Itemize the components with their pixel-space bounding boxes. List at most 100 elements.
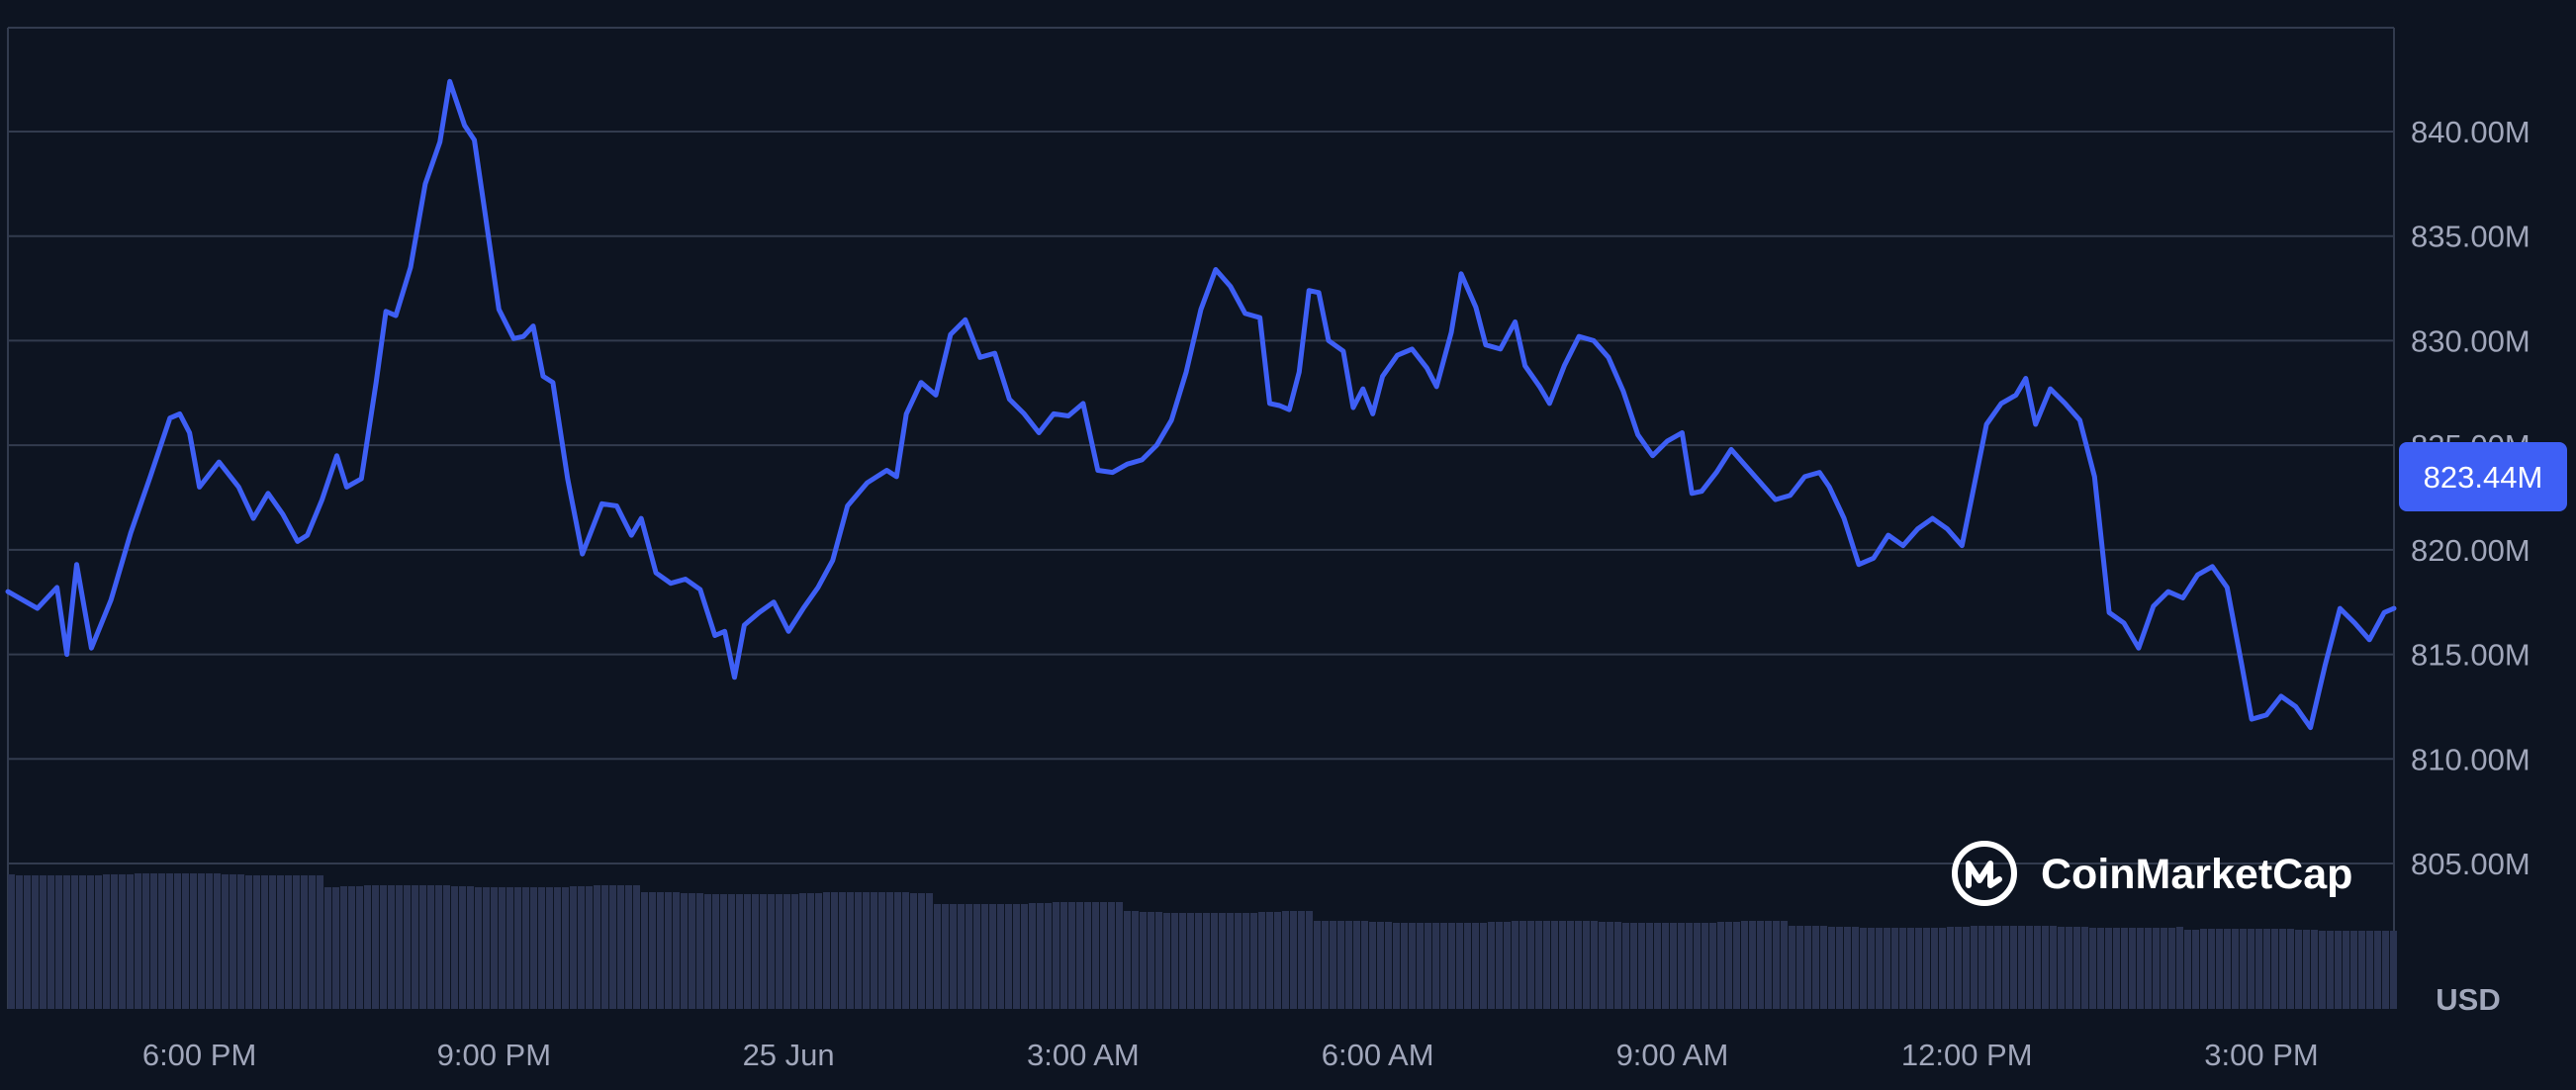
- volume-bar: [483, 887, 490, 1009]
- volume-bar: [1456, 923, 1463, 1009]
- volume-bar: [1124, 911, 1131, 1009]
- volume-bar: [1116, 902, 1123, 1009]
- current-price-label: 823.44M: [2424, 460, 2543, 495]
- volume-bar: [657, 892, 664, 1009]
- volume-bar: [1409, 923, 1416, 1009]
- volume-bar: [293, 875, 300, 1009]
- volume-bar: [301, 875, 308, 1009]
- volume-bar: [2382, 931, 2389, 1009]
- volume-bar: [918, 893, 925, 1009]
- volume-bar: [1013, 904, 1020, 1009]
- volume-bar: [332, 887, 339, 1009]
- volume-bar: [166, 873, 173, 1009]
- volume-bar: [150, 873, 157, 1009]
- volume-bar: [2232, 929, 2239, 1009]
- volume-bar: [1519, 921, 1526, 1009]
- coinmarketcap-logo: CoinMarketCap: [1952, 841, 2352, 906]
- volume-bar: [1852, 927, 1859, 1009]
- volume-bar: [1235, 913, 1242, 1009]
- volume-bar: [1994, 926, 2001, 1009]
- x-tick-label: 25 Jun: [743, 1038, 835, 1072]
- volume-bar: [1361, 921, 1368, 1009]
- volume-bar: [491, 887, 498, 1009]
- volume-bar: [1053, 902, 1059, 1009]
- volume-bar: [2145, 928, 2152, 1009]
- volume-bar: [704, 894, 711, 1009]
- volume-bar: [2287, 929, 2294, 1009]
- volume-bar: [681, 893, 688, 1009]
- y-tick-label: 805.00M: [2411, 847, 2530, 881]
- volume-bar: [522, 887, 529, 1009]
- volume-bar: [1741, 921, 1748, 1009]
- volume-bar: [1654, 923, 1661, 1009]
- volume-bar: [601, 885, 608, 1009]
- volume-bar: [1717, 922, 1724, 1009]
- volume-bar: [973, 904, 980, 1009]
- volume-bar: [1733, 922, 1740, 1009]
- volume-bar: [815, 893, 822, 1009]
- volume-bar: [1163, 913, 1170, 1009]
- y-tick-label: 810.00M: [2411, 742, 2530, 776]
- volume-bar: [966, 904, 972, 1009]
- y-tick-label: 840.00M: [2411, 115, 2530, 149]
- volume-bar: [111, 874, 118, 1009]
- coinmarketcap-logo-icon: [1952, 841, 2017, 906]
- volume-bar: [2073, 927, 2080, 1009]
- volume-bar: [1187, 913, 1194, 1009]
- volume-bar: [783, 894, 790, 1009]
- volume-bar: [2216, 929, 2223, 1009]
- volume-bar: [1282, 911, 1289, 1009]
- x-tick-label: 9:00 PM: [437, 1038, 551, 1072]
- volume-bar: [617, 885, 624, 1009]
- volume-bar: [989, 904, 996, 1009]
- current-price-badge: 823.44M: [2399, 442, 2567, 511]
- volume-bar: [728, 894, 735, 1009]
- volume-bar: [1986, 926, 1993, 1009]
- volume-bar: [2374, 931, 2381, 1009]
- volume-bar: [594, 885, 600, 1009]
- volume-bar: [237, 874, 244, 1009]
- volume-bar: [2050, 926, 2057, 1009]
- volume-bar: [1377, 922, 1384, 1009]
- volume-bar: [760, 894, 767, 1009]
- volume-bar: [1725, 922, 1732, 1009]
- volume-bar: [103, 874, 110, 1009]
- volume-bar: [1876, 928, 1883, 1009]
- volume-bar: [16, 875, 23, 1009]
- volume-bar: [198, 873, 205, 1009]
- volume-bar: [1559, 921, 1566, 1009]
- volume-bar: [2358, 931, 2365, 1009]
- volume-bar: [87, 875, 94, 1009]
- volume-bar: [253, 875, 260, 1009]
- volume-bar: [32, 875, 39, 1009]
- y-tick-label: 815.00M: [2411, 638, 2530, 673]
- volume-bar: [269, 875, 276, 1009]
- volume-bar: [467, 886, 474, 1009]
- volume-bar: [459, 886, 466, 1009]
- volume-bar: [2295, 930, 2302, 1009]
- volume-bar: [1464, 923, 1471, 1009]
- volume-bar: [309, 875, 316, 1009]
- volume-bar: [55, 875, 62, 1009]
- volume-bar: [245, 875, 252, 1009]
- volume-bar: [1749, 921, 1756, 1009]
- volume-bar: [2319, 931, 2326, 1009]
- volume-bar: [1060, 902, 1067, 1009]
- volume-bar: [1195, 913, 1202, 1009]
- volume-bar: [1583, 921, 1590, 1009]
- volume-bar: [1868, 928, 1875, 1009]
- volume-bar: [1274, 912, 1281, 1009]
- volume-bar: [1836, 927, 1843, 1009]
- volume-bar: [1425, 923, 1431, 1009]
- volume-bar: [1108, 902, 1115, 1009]
- volume-bar: [1148, 912, 1154, 1009]
- volume-bar: [1915, 928, 1922, 1009]
- volume-bar: [530, 887, 537, 1009]
- volume-bar: [79, 875, 86, 1009]
- volume-bar: [950, 904, 957, 1009]
- volume-bar: [1171, 913, 1178, 1009]
- volume-bar: [1773, 921, 1780, 1009]
- y-axis-ticks: 805.00M810.00M815.00M820.00M825.00M830.0…: [2411, 115, 2530, 881]
- volume-bar: [696, 893, 703, 1009]
- volume-bar: [2240, 929, 2247, 1009]
